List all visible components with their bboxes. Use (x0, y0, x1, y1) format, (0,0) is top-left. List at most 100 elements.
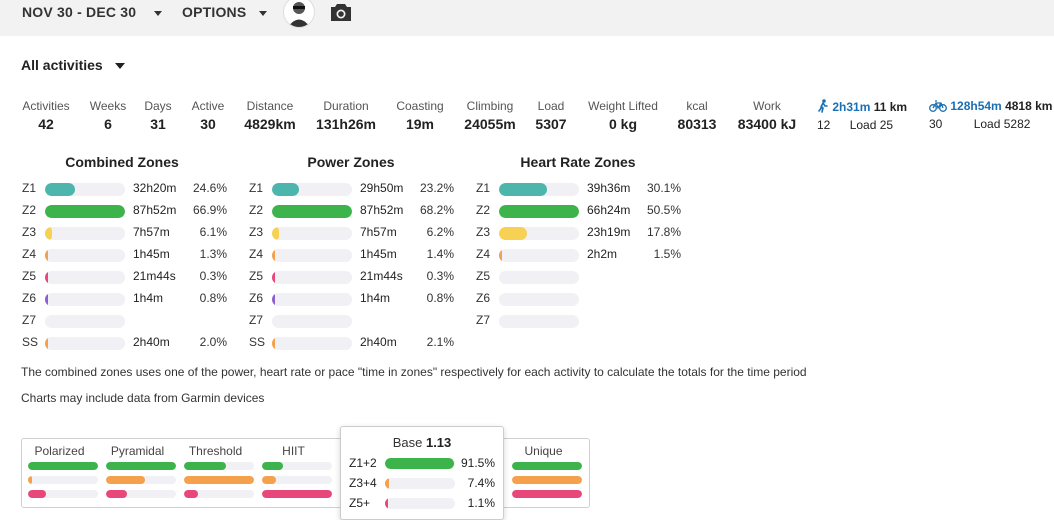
sport-summary-walk[interactable]: 2h31m 11 km 12 Load 25 (817, 99, 907, 132)
walk-distance: 11 km (873, 100, 908, 114)
distribution-bar-fill (184, 462, 226, 470)
walk-icon (818, 99, 828, 113)
zone-row: Z2 87h52m 68.2% (249, 202, 459, 220)
zone-label: Z7 (476, 313, 491, 327)
zone-percent: 6.2% (426, 225, 454, 239)
distribution-column-polarized[interactable]: Polarized (22, 439, 98, 498)
sport-summary-bike[interactable]: 128h54m 4818 km 30 Load 5282 (929, 99, 1052, 131)
zone-bar-fill (499, 249, 502, 262)
camera-icon (331, 4, 351, 21)
camera-button[interactable] (330, 2, 352, 27)
top-bar: NOV 30 - DEC 30 OPTIONS (0, 0, 1054, 36)
stat-value: 19m (405, 116, 435, 132)
zone-bar-track (272, 337, 352, 350)
stat-weight-lifted: Weight Lifted 0 kg (585, 99, 661, 132)
stat-load: Load 5307 (534, 99, 568, 132)
tooltip-title: Base (392, 435, 423, 450)
zone-bar-fill (499, 183, 547, 196)
zone-bar-fill (272, 227, 280, 240)
zone-bar-track (45, 227, 125, 240)
zone-time: 2h40m (360, 335, 397, 349)
zone-bar-fill (45, 337, 48, 350)
zone-row: Z2 87h52m 66.9% (22, 202, 232, 220)
stat-value: 131h26m (316, 116, 376, 132)
zone-percent: 0.3% (426, 269, 454, 283)
zone-percent: 6.1% (199, 225, 227, 239)
zone-bar-fill (272, 293, 275, 306)
zone-label: Z3 (476, 225, 491, 239)
zone-label: Z1 (249, 181, 264, 195)
stat-label: Weight Lifted (588, 99, 658, 113)
activity-filter-dropdown[interactable]: All activities (21, 57, 125, 73)
stat-days: Days 31 (142, 99, 174, 132)
zone-bar-track (499, 249, 579, 262)
distribution-bar-fill (106, 490, 127, 498)
distribution-bar-track (106, 476, 176, 484)
tooltip-bar-track (385, 458, 455, 469)
zone-time: 21m44s (133, 269, 176, 283)
zone-percent: 2.0% (199, 335, 227, 349)
tooltip-row: Z1+2 91.5% (341, 455, 503, 471)
stat-label: Activities (22, 99, 70, 113)
zone-percent: 68.2% (419, 203, 454, 217)
zone-label: SS (22, 335, 39, 349)
tooltip-bar-track (385, 498, 455, 509)
zone-time: 87h52m (360, 203, 404, 217)
zone-bar-track (499, 205, 579, 218)
zone-percent: 66.9% (192, 203, 227, 217)
zone-bar-fill (45, 183, 76, 196)
stat-value: 0 kg (608, 116, 637, 132)
zone-bar-track (499, 293, 579, 306)
stat-label: kcal (686, 99, 708, 113)
zone-percent: 1.3% (199, 247, 227, 261)
avatar[interactable] (283, 0, 315, 28)
zone-row: SS 2h40m 2.1% (249, 334, 459, 352)
zone-row: Z6 (476, 290, 686, 308)
zone-label: Z6 (476, 291, 491, 305)
date-range-label: NOV 30 - DEC 30 (22, 4, 137, 20)
zone-bar-track (45, 293, 125, 306)
distribution-bar-track (512, 476, 582, 484)
zone-row: Z5 21m44s 0.3% (22, 268, 232, 286)
zone-time: 32h20m (133, 181, 177, 195)
distribution-bar-track (28, 476, 98, 484)
distribution-column-pyramidal[interactable]: Pyramidal (100, 439, 176, 498)
distribution-column-label: Unique (524, 444, 563, 458)
distribution-column-unique[interactable]: Unique (506, 439, 582, 498)
date-range-dropdown[interactable]: NOV 30 - DEC 30 (22, 4, 163, 20)
chevron-down-icon (154, 10, 163, 16)
distribution-bar-fill (512, 490, 582, 498)
distribution-bar-fill (262, 462, 283, 470)
walk-load: Load 25 (849, 118, 894, 132)
combined-zones-title: Combined Zones (65, 154, 179, 170)
zone-row: Z1 39h36m 30.1% (476, 180, 686, 198)
stat-work: Work 83400 kJ (734, 99, 800, 132)
zone-label: SS (249, 335, 266, 349)
garmin-note: Charts may include data from Garmin devi… (21, 391, 265, 405)
zone-percent: 0.8% (199, 291, 227, 305)
zone-bar-fill (45, 271, 48, 284)
zone-time: 2h40m (133, 335, 170, 349)
distribution-bar-fill (262, 476, 276, 484)
zone-bar-track (45, 183, 125, 196)
stat-value: 42 (38, 116, 54, 132)
zone-bar-fill (272, 183, 300, 196)
zone-time: 87h52m (133, 203, 177, 217)
zone-row: Z7 (476, 312, 686, 330)
zone-row: Z7 (22, 312, 232, 330)
zone-percent: 0.8% (426, 291, 454, 305)
zone-row: Z1 32h20m 24.6% (22, 180, 232, 198)
zone-row: Z5 (476, 268, 686, 286)
tooltip-row-percent: 7.4% (467, 476, 495, 490)
zone-percent: 0.3% (199, 269, 227, 283)
distribution-column-threshold[interactable]: Threshold (178, 439, 254, 498)
zone-bar-fill (272, 337, 275, 350)
tooltip-row: Z3+4 7.4% (341, 475, 503, 491)
distribution-bar-fill (28, 490, 46, 498)
distribution-tooltip: Base 1.13 Z1+2 91.5% Z3+4 7.4% Z5+ 1.1% (340, 426, 504, 520)
options-dropdown[interactable]: OPTIONS (182, 4, 267, 20)
bike-distance: 4818 km (1005, 99, 1053, 113)
zone-percent: 30.1% (646, 181, 681, 195)
zone-label: Z5 (476, 269, 491, 283)
distribution-column-hiit[interactable]: HIIT (256, 439, 332, 498)
